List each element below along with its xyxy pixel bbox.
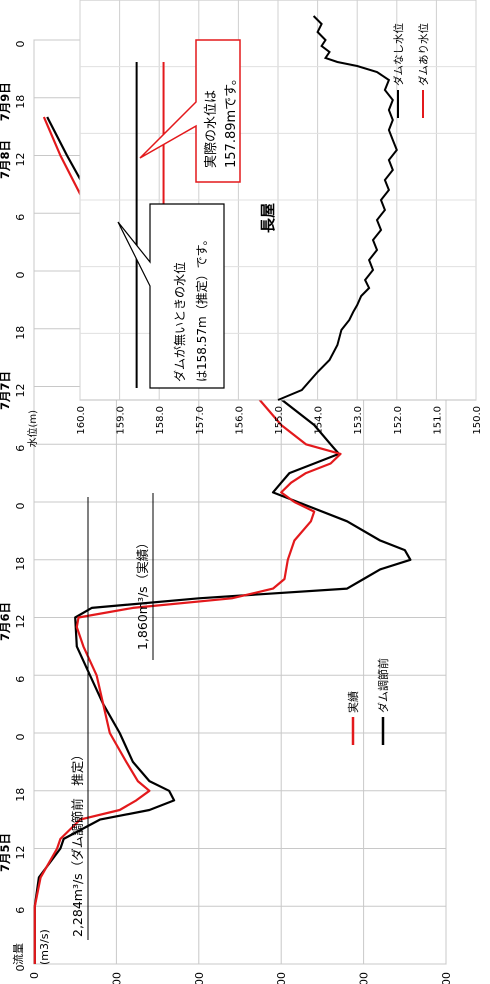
flow-hour-tick-label: 18 [14, 557, 27, 571]
flow-hour-tick-label: 0 [14, 734, 27, 741]
flow-hour-tick-label: 6 [14, 214, 27, 221]
flow-hour-tick-label: 0 [14, 503, 27, 510]
flow-hour-tick-label: 18 [14, 326, 27, 340]
flow-y-tick-label: 1500 [275, 972, 288, 984]
level-y-tick-label: 156.0 [234, 406, 245, 435]
actual-callout-box [139, 39, 241, 183]
no-dam-callout-line1: ダムが無いときの水位 [172, 262, 187, 382]
flow-hour-tick-label: 0 [14, 965, 27, 972]
flow-hour-tick-label: 6 [14, 907, 27, 914]
actual-callout: 実際の水位は 157.89mです。 [139, 39, 241, 183]
actual-callout-line2: 157.89mです。 [224, 72, 239, 168]
level-y-axis-title: 水位(m) [26, 410, 39, 448]
level-y-tick-label: 158.0 [155, 406, 166, 435]
flow-hour-tick-label: 12 [14, 153, 27, 167]
level-legend: ダムなし水位 ダムあり水位 [392, 23, 430, 118]
level-y-tick-label: 157.0 [195, 406, 206, 435]
no-dam-callout: ダムが無いときの水位 は158.57m（推定）です。 [117, 203, 225, 389]
flow-y-tick-labels: 0 500 1000 1500 2000 2500 [28, 972, 453, 984]
flow-y-tick-label: 2500 [440, 972, 453, 984]
no-dam-callout-box [117, 203, 225, 389]
level-y-tick-label: 150.0 [472, 406, 483, 435]
level-y-tick-label: 154.0 [314, 406, 325, 435]
flow-hour-tick-label: 12 [14, 846, 27, 860]
level-hydrograph-line [277, 15, 398, 401]
actual-annotation: 1,860m³/s（実績） [135, 536, 150, 650]
flow-day-label: 7月8日 [0, 140, 12, 179]
flow-y-tick-label: 2000 [358, 972, 371, 984]
level-y-tick-label: 153.0 [353, 406, 364, 435]
flow-y-tick-label: 0 [28, 972, 41, 979]
flow-hour-tick-label: 0 [14, 41, 27, 48]
flow-day-label: 7月7日 [0, 371, 12, 410]
legend-with-dam-label: ダムあり水位 [417, 23, 430, 86]
flow-hour-tick-label: 12 [14, 384, 27, 398]
no-dam-callout-line2: は158.57m（推定）です。 [194, 234, 209, 382]
flow-hour-tick-label: 18 [14, 788, 27, 802]
flow-hour-tick-label: 0 [14, 272, 27, 279]
actual-callout-line1: 実際の水位は [203, 90, 219, 168]
level-chart: 150.0 151.0 152.0 153.0 154.0 155.0 156.0 157.0… [26, 0, 483, 448]
flow-day-label: 7月6日 [0, 602, 12, 641]
flow-hour-tick-label: 6 [14, 676, 27, 683]
level-chart-title: 長屋 [259, 203, 277, 233]
flow-day-labels: 7月5日 7月6日 7月7日 7月8日 7月9日 [0, 82, 12, 872]
legend-no-dam-label: ダムなし水位 [392, 23, 405, 86]
level-y-tick-label: 159.0 [116, 406, 127, 435]
pre-dam-annotation: 2,284m³/s（ダム調節前 推定） [70, 748, 85, 937]
level-y-tick-labels: 150.0 151.0 152.0 153.0 154.0 155.0 156.0 157.0… [76, 406, 483, 435]
legend-pre-dam-label: ダム調節前 [376, 658, 390, 713]
level-y-tick-label: 151.0 [432, 406, 443, 435]
legend-actual-label: 実績 [346, 691, 360, 713]
flow-y-tick-label: 500 [110, 972, 123, 984]
flow-legend: 実績 ダム調節前 [346, 658, 390, 745]
flow-day-label: 7月9日 [0, 82, 12, 121]
flow-hour-tick-label: 6 [14, 445, 27, 452]
flow-y-tick-label: 1000 [193, 972, 206, 984]
flow-hour-tick-labels: 0 6 12 18 0 6 12 18 0 6 12 18 0 6 12 18 0 [14, 41, 27, 972]
level-y-tick-label: 152.0 [393, 406, 404, 435]
flow-hour-tick-label: 12 [14, 615, 27, 629]
level-y-tick-label: 160.0 [76, 406, 87, 435]
flow-day-label: 7月5日 [0, 833, 12, 872]
flow-y-axis-title: 流量 [11, 943, 25, 965]
flow-hour-tick-label: 18 [14, 95, 27, 109]
flow-y-axis-unit: (m3/s) [38, 929, 51, 965]
level-y-tick-label: 155.0 [274, 406, 285, 435]
